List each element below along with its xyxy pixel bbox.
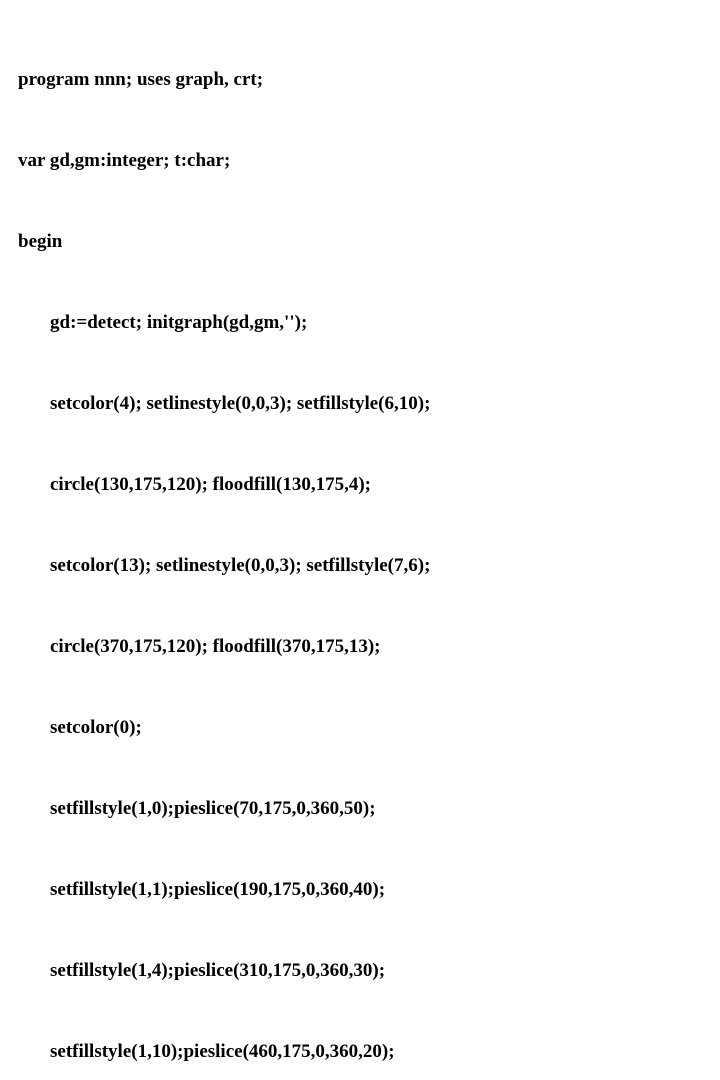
code-line: circle(370,175,120); floodfill(370,175,1…: [18, 633, 702, 660]
code-line: circle(130,175,120); floodfill(130,175,4…: [18, 471, 702, 498]
code-line: setcolor(0);: [18, 714, 702, 741]
code-line: setfillstyle(1,1);pieslice(190,175,0,360…: [18, 876, 702, 903]
code-line: begin: [18, 228, 702, 255]
code-line: setcolor(13); setlinestyle(0,0,3); setfi…: [18, 552, 702, 579]
code-line: setfillstyle(1,10);pieslice(460,175,0,36…: [18, 1038, 702, 1065]
code-line: gd:=detect; initgraph(gd,gm,'');: [18, 309, 702, 336]
code-line: setcolor(4); setlinestyle(0,0,3); setfil…: [18, 390, 702, 417]
code-line: setfillstyle(1,0);pieslice(70,175,0,360,…: [18, 795, 702, 822]
code-line: var gd,gm:integer; t:char;: [18, 147, 702, 174]
code-block: program nnn; uses graph, crt; var gd,gm:…: [0, 0, 720, 1080]
code-line: program nnn; uses graph, crt;: [18, 66, 702, 93]
code-line: setfillstyle(1,4);pieslice(310,175,0,360…: [18, 957, 702, 984]
